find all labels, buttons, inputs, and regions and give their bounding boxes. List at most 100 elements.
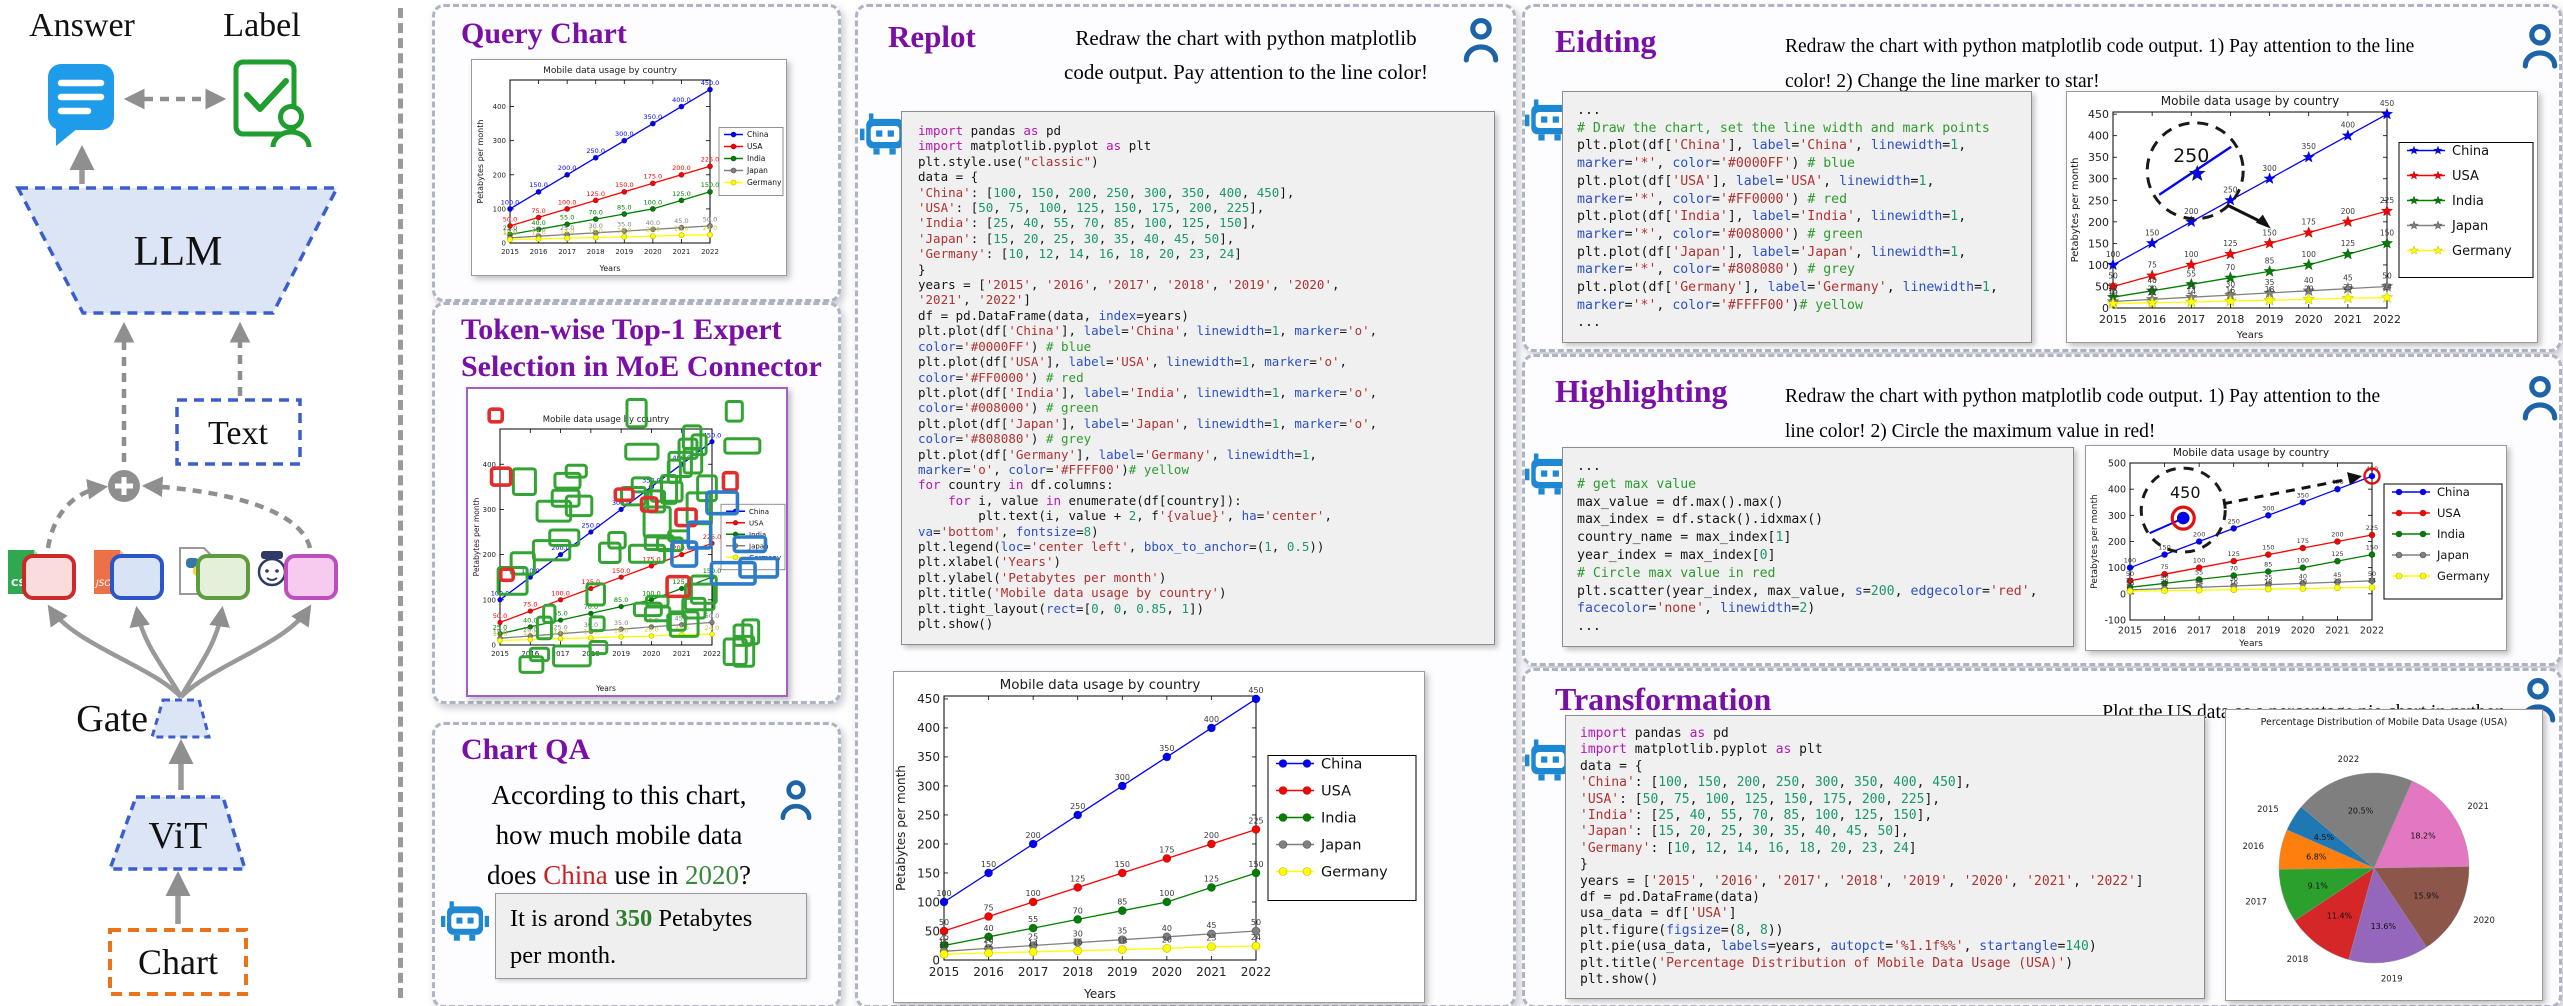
label-check-icon xyxy=(233,59,312,148)
svg-text:30: 30 xyxy=(2226,280,2236,289)
svg-text:20.0: 20.0 xyxy=(646,226,660,234)
svg-text:China: China xyxy=(2437,485,2470,499)
svg-text:70: 70 xyxy=(2226,263,2236,272)
svg-text:2015: 2015 xyxy=(491,650,509,658)
svg-text:100: 100 xyxy=(2184,250,2199,259)
svg-text:450: 450 xyxy=(2170,483,2201,502)
svg-text:40.0: 40.0 xyxy=(523,617,537,625)
svg-text:15.0: 15.0 xyxy=(503,227,517,235)
expert-box-python xyxy=(196,554,250,600)
svg-text:2019: 2019 xyxy=(615,248,633,256)
svg-text:350: 350 xyxy=(2302,142,2317,151)
svg-text:50: 50 xyxy=(2108,271,2118,280)
svg-text:0: 0 xyxy=(502,240,506,248)
svg-text:Mobile data usage by country: Mobile data usage by country xyxy=(2173,447,2329,459)
svg-text:150: 150 xyxy=(2262,228,2277,237)
svg-text:400: 400 xyxy=(493,103,506,111)
svg-text:20.5%: 20.5% xyxy=(2348,807,2374,816)
architecture-diagram: Answer Label LLM Text xyxy=(8,7,340,996)
svg-text:16: 16 xyxy=(1073,938,1083,947)
svg-text:Years: Years xyxy=(2238,639,2263,649)
svg-text:25.0: 25.0 xyxy=(493,623,507,631)
svg-text:2021: 2021 xyxy=(673,650,691,658)
svg-text:16: 16 xyxy=(2226,286,2236,295)
svg-text:24: 24 xyxy=(2382,283,2392,292)
svg-text:125: 125 xyxy=(2228,550,2240,558)
svg-text:250.0: 250.0 xyxy=(586,147,605,155)
svg-text:JSO: JSO xyxy=(94,579,111,589)
svg-text:11.4%: 11.4% xyxy=(2327,912,2353,921)
expert-box-json xyxy=(110,554,164,600)
svg-text:Petabytes per month: Petabytes per month xyxy=(472,497,481,576)
svg-text:10: 10 xyxy=(2108,289,2118,298)
svg-text:-100: -100 xyxy=(2104,615,2126,626)
expert-box-csv xyxy=(22,554,76,600)
svg-text:15.0: 15.0 xyxy=(493,628,507,636)
svg-text:55: 55 xyxy=(1028,915,1038,924)
svg-text:Text: Text xyxy=(208,415,268,452)
svg-text:100: 100 xyxy=(1159,889,1174,898)
svg-text:18.0: 18.0 xyxy=(614,626,628,634)
svg-text:15.9%: 15.9% xyxy=(2413,891,2439,900)
svg-text:Petabytes per month: Petabytes per month xyxy=(2090,494,2100,588)
svg-text:85.0: 85.0 xyxy=(614,596,628,604)
svg-text:250: 250 xyxy=(2223,185,2238,194)
svg-text:125: 125 xyxy=(2223,239,2238,248)
pie-output-figure: Percentage Distribution of Mobile Data U… xyxy=(2225,709,2543,1001)
svg-text:125: 125 xyxy=(1070,874,1085,883)
svg-text:2015: 2015 xyxy=(2118,626,2142,637)
svg-text:12: 12 xyxy=(2147,288,2157,297)
svg-text:225: 225 xyxy=(2366,524,2378,532)
svg-text:50.0: 50.0 xyxy=(705,612,719,620)
svg-text:150: 150 xyxy=(2380,228,2395,237)
svg-text:25.0: 25.0 xyxy=(560,224,574,232)
svg-text:India: India xyxy=(2452,194,2484,209)
editing-code-block: ... # Draw the chart, set the line width … xyxy=(1562,91,2032,343)
svg-text:100: 100 xyxy=(2108,563,2126,574)
svg-text:45: 45 xyxy=(1206,921,1216,930)
svg-text:Germany: Germany xyxy=(747,178,782,187)
highlighting-output-figure: Mobile data usage by country -100 0 100 200 3… xyxy=(2085,445,2507,651)
svg-text:Mobile data usage by country: Mobile data usage by country xyxy=(543,415,669,425)
svg-text:200.0: 200.0 xyxy=(672,164,691,172)
svg-text:45.0: 45.0 xyxy=(674,217,688,225)
svg-text:18: 18 xyxy=(1117,937,1127,946)
svg-text:2019: 2019 xyxy=(2381,975,2403,985)
svg-text:250: 250 xyxy=(2173,145,2209,167)
transformation-code-block: import pandas as pd import matplotlib.pyp… xyxy=(1565,715,2205,999)
svg-text:20: 20 xyxy=(2304,284,2314,293)
svg-text:30: 30 xyxy=(2230,575,2238,583)
svg-text:100: 100 xyxy=(917,895,940,909)
svg-text:2020: 2020 xyxy=(2473,916,2495,926)
label-label: Label xyxy=(223,7,300,44)
svg-text:50: 50 xyxy=(2368,570,2376,578)
svg-text:200: 200 xyxy=(917,837,940,851)
svg-text:20: 20 xyxy=(1162,935,1172,944)
svg-text:150: 150 xyxy=(1248,860,1263,869)
svg-text:2018: 2018 xyxy=(587,248,605,256)
svg-text:Mobile data usage by country: Mobile data usage by country xyxy=(543,66,678,76)
text-block: Text xyxy=(175,398,302,466)
svg-text:2022: 2022 xyxy=(2360,626,2384,637)
svg-text:USA: USA xyxy=(1321,784,1351,800)
svg-text:350: 350 xyxy=(2088,151,2109,164)
svg-text:2020: 2020 xyxy=(643,650,661,658)
svg-text:40: 40 xyxy=(2147,276,2157,285)
svg-text:450: 450 xyxy=(917,692,940,706)
svg-text:85: 85 xyxy=(2265,256,2275,265)
svg-text:40: 40 xyxy=(2160,572,2168,580)
answer-label: Answer xyxy=(29,7,135,44)
svg-text:2021: 2021 xyxy=(2325,626,2349,637)
svg-text:2019: 2019 xyxy=(612,650,630,658)
svg-text:2018: 2018 xyxy=(1062,965,1093,979)
svg-text:50.0: 50.0 xyxy=(503,215,517,223)
svg-text:2021: 2021 xyxy=(2467,802,2489,812)
svg-text:Years: Years xyxy=(2236,330,2263,341)
svg-text:100.0: 100.0 xyxy=(501,198,520,206)
svg-text:50: 50 xyxy=(2382,271,2392,280)
svg-text:85: 85 xyxy=(2264,561,2272,569)
svg-text:125.0: 125.0 xyxy=(586,190,605,198)
svg-text:55: 55 xyxy=(2187,269,2197,278)
svg-text:200: 200 xyxy=(2088,216,2109,229)
svg-text:200: 200 xyxy=(2184,207,2199,216)
